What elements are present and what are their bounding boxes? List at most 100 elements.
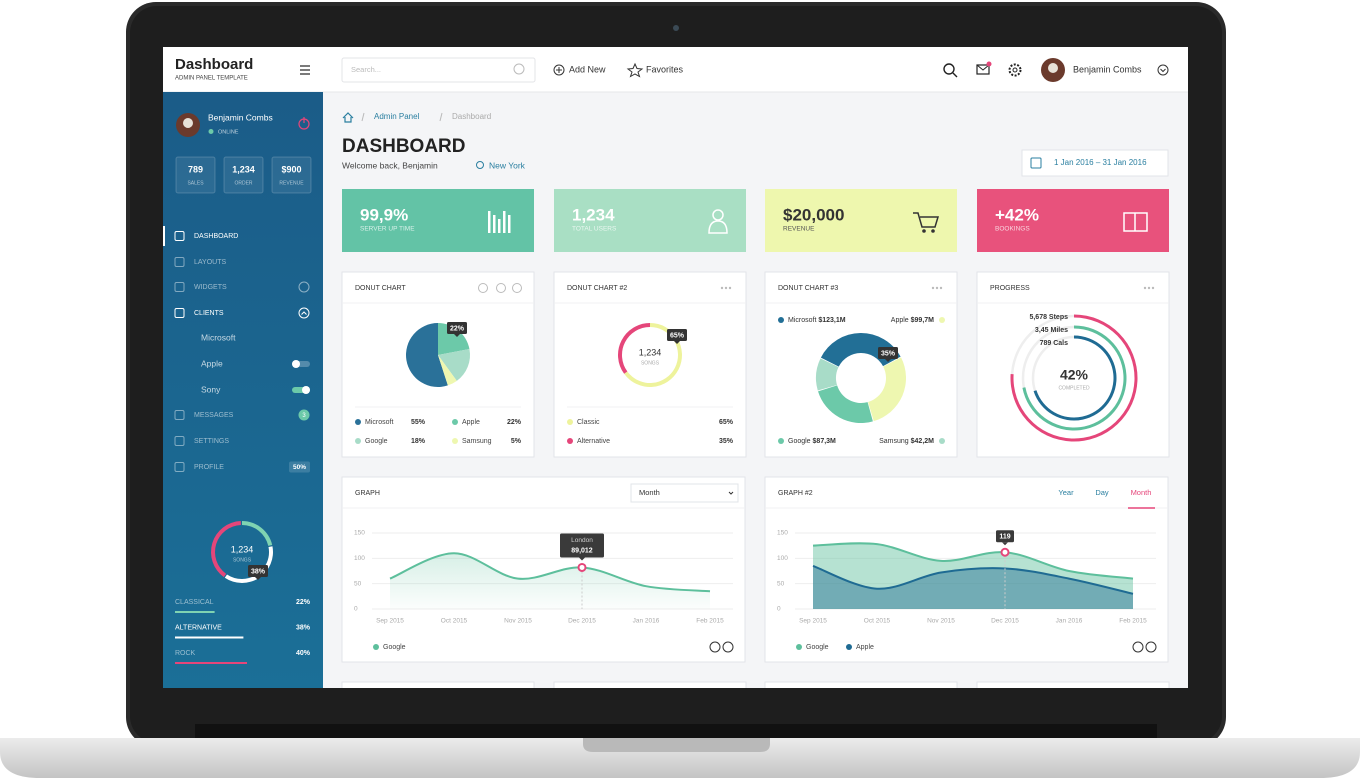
badge-pointer	[885, 359, 891, 362]
kpi-value: 1,234	[572, 205, 615, 224]
card-partial	[341, 681, 535, 688]
card-partial	[976, 681, 1170, 688]
badge-box	[248, 565, 268, 577]
kpi-icon-wheel	[922, 229, 926, 233]
kpi-background	[554, 189, 746, 252]
card-action[interactable]	[478, 283, 488, 293]
songs-value: 1,234	[231, 544, 254, 554]
mail-flap	[976, 64, 990, 71]
legend-dot	[373, 644, 379, 650]
tooltip-value: 119	[999, 534, 1010, 541]
search-placeholder: Search...	[351, 65, 381, 74]
menu-item[interactable]: MESSAGES	[194, 412, 234, 419]
tooltip-title: London	[571, 537, 593, 544]
pager-button[interactable]	[709, 641, 721, 653]
menu-item[interactable]: CLIENTS	[194, 310, 224, 317]
search-button[interactable]	[943, 63, 955, 75]
calendar-icon	[1030, 157, 1042, 169]
legend-dot	[778, 438, 784, 444]
date-range: 1 Jan 2016 – 31 Jan 2016	[1054, 158, 1147, 167]
add-new-plus	[556, 67, 562, 73]
card-action[interactable]	[496, 283, 506, 293]
submenu-item[interactable]: Apple	[201, 358, 223, 368]
menu-badge	[298, 409, 310, 421]
date-range-box[interactable]	[1021, 149, 1169, 177]
menu-icon	[174, 231, 185, 241]
menu-icon	[174, 308, 185, 318]
legend-value: 35%	[719, 438, 734, 445]
menu-item[interactable]: LAYOUTS	[194, 259, 226, 266]
progress-card: PROGRESS 5,678 Steps 3,45 Miles 789 Cals 42%…	[976, 271, 1170, 458]
pager-button[interactable]	[1145, 641, 1157, 653]
tooltip-pointer	[1002, 542, 1008, 546]
y-tick-label: 50	[777, 580, 785, 587]
x-tick-label: Sep 2015	[799, 618, 827, 625]
tooltip-value: 89,012	[571, 547, 593, 554]
highlight-point	[577, 562, 587, 572]
donut-segment	[211, 521, 241, 578]
kpi-card: 1,234 TOTAL USERS	[554, 189, 746, 252]
x-tick-label: Nov 2015	[927, 618, 955, 625]
badge-text: 38%	[251, 568, 266, 575]
genre-bar	[175, 611, 215, 613]
donut-segment	[818, 385, 873, 423]
brand-title: Dashboard	[175, 56, 253, 73]
legend-value: 5%	[511, 438, 522, 445]
donut-center-value: $456M	[847, 370, 875, 380]
favorites-button[interactable]: Favorites	[646, 64, 684, 74]
kpi-card: 99,9% SERVER UP TIME	[342, 189, 534, 252]
legend-dot	[796, 644, 802, 650]
search-box[interactable]	[341, 57, 536, 83]
brand-subtitle: ADMIN PANEL TEMPLATE	[175, 76, 248, 82]
graph-card: GRAPH #2 0 50 100 150 Sep 2015 Oct 2015 Nov 201…	[764, 476, 1169, 663]
submenu-item[interactable]: Sony	[201, 384, 221, 394]
legend-value: 22%	[507, 419, 522, 426]
stat-box	[175, 156, 216, 194]
card	[764, 271, 958, 458]
sidebar-user-status: ONLINE	[218, 129, 239, 135]
kpi-background	[342, 189, 534, 252]
submenu-item[interactable]: Microsoft	[201, 332, 236, 342]
menu-item[interactable]: SETTINGS	[194, 438, 229, 445]
add-new-button[interactable]: Add New	[569, 64, 606, 74]
breadcrumb-separator	[361, 112, 365, 122]
stat-value: $900	[281, 164, 301, 174]
card-action[interactable]	[512, 283, 522, 293]
menu-item[interactable]: PROFILE	[194, 464, 224, 471]
more-dot	[931, 286, 935, 290]
legend-name: Samsung	[462, 438, 492, 445]
kpi-background	[977, 189, 1169, 252]
status-dot	[208, 129, 214, 134]
mail-button[interactable]	[976, 64, 990, 75]
pager-button[interactable]	[722, 641, 734, 653]
camera	[673, 25, 679, 31]
toggle-thumb	[302, 386, 310, 394]
menu-badge-text: 50%	[293, 464, 306, 471]
legend-value: 18%	[411, 438, 426, 445]
chevron	[1160, 68, 1166, 73]
clients-chevron	[298, 307, 310, 319]
card-partial	[764, 681, 958, 688]
location-icon	[476, 161, 484, 169]
sidebar-avatar-face	[183, 118, 193, 128]
y-tick-label: 50	[354, 580, 362, 587]
kpi-background	[765, 189, 957, 252]
series-area	[390, 553, 710, 609]
menu-item[interactable]: DASHBOARD	[194, 233, 238, 240]
tab[interactable]: Month	[1131, 488, 1152, 497]
donut-segment	[406, 323, 448, 387]
settings-button[interactable]	[1008, 63, 1022, 77]
more-dot	[724, 286, 728, 290]
pager-button[interactable]	[1132, 641, 1144, 653]
highlight-point	[1000, 547, 1010, 557]
welcome-text: Welcome back, Benjamin	[342, 160, 438, 170]
user-name[interactable]: Benjamin Combs	[1073, 64, 1142, 74]
tooltip-pointer	[579, 557, 585, 561]
tab[interactable]: Day	[1095, 488, 1109, 497]
legend-value: $87,3M	[813, 438, 837, 445]
dropdown[interactable]	[630, 483, 739, 503]
breadcrumb-link[interactable]: Admin Panel	[374, 112, 420, 121]
tab[interactable]: Year	[1058, 488, 1074, 497]
menu-item[interactable]: WIDGETS	[194, 284, 227, 291]
